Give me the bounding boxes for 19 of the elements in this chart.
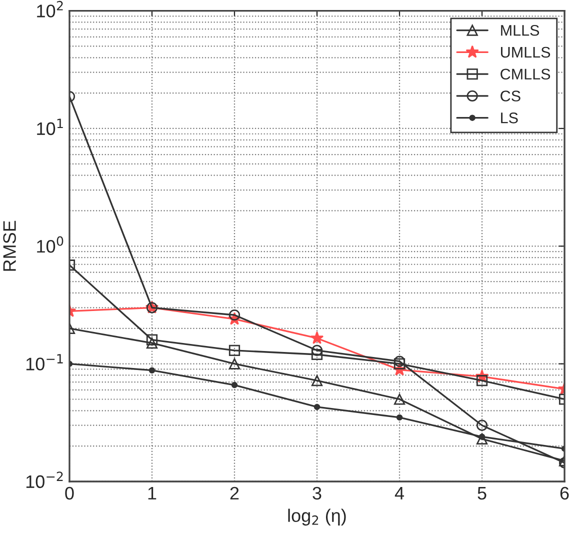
legend-label: LS [501, 112, 518, 124]
y-tick-label: 10$^{−1}$ [26, 354, 63, 370]
x-tick-label: 1 [148, 487, 156, 500]
legend-label: MLLS [501, 24, 540, 36]
y-tick-label: 10$^{2}$ [37, 0, 63, 18]
x-tick-label: 4 [394, 487, 404, 500]
legend-label: UMLLS [501, 46, 550, 58]
x-tick-label: 3 [312, 486, 322, 500]
x-tick-label: 5 [478, 487, 486, 500]
legend-label: CMLLS [500, 68, 550, 80]
y-tick-label: 10$^{−2}$ [26, 472, 63, 488]
y-tick-label: 10$^{0}$ [37, 236, 64, 253]
legend-label: CS [500, 90, 520, 102]
y-tick-label: 10$^{1}$ [37, 118, 63, 136]
x-tick-label: 6 [560, 486, 569, 500]
y-axis-title: RMSE [3, 220, 16, 271]
x-tick-label: 0 [65, 486, 74, 500]
x-tick-label: 2 [230, 486, 239, 500]
x-axis-title: log$_{2}$ (η) [288, 508, 346, 526]
